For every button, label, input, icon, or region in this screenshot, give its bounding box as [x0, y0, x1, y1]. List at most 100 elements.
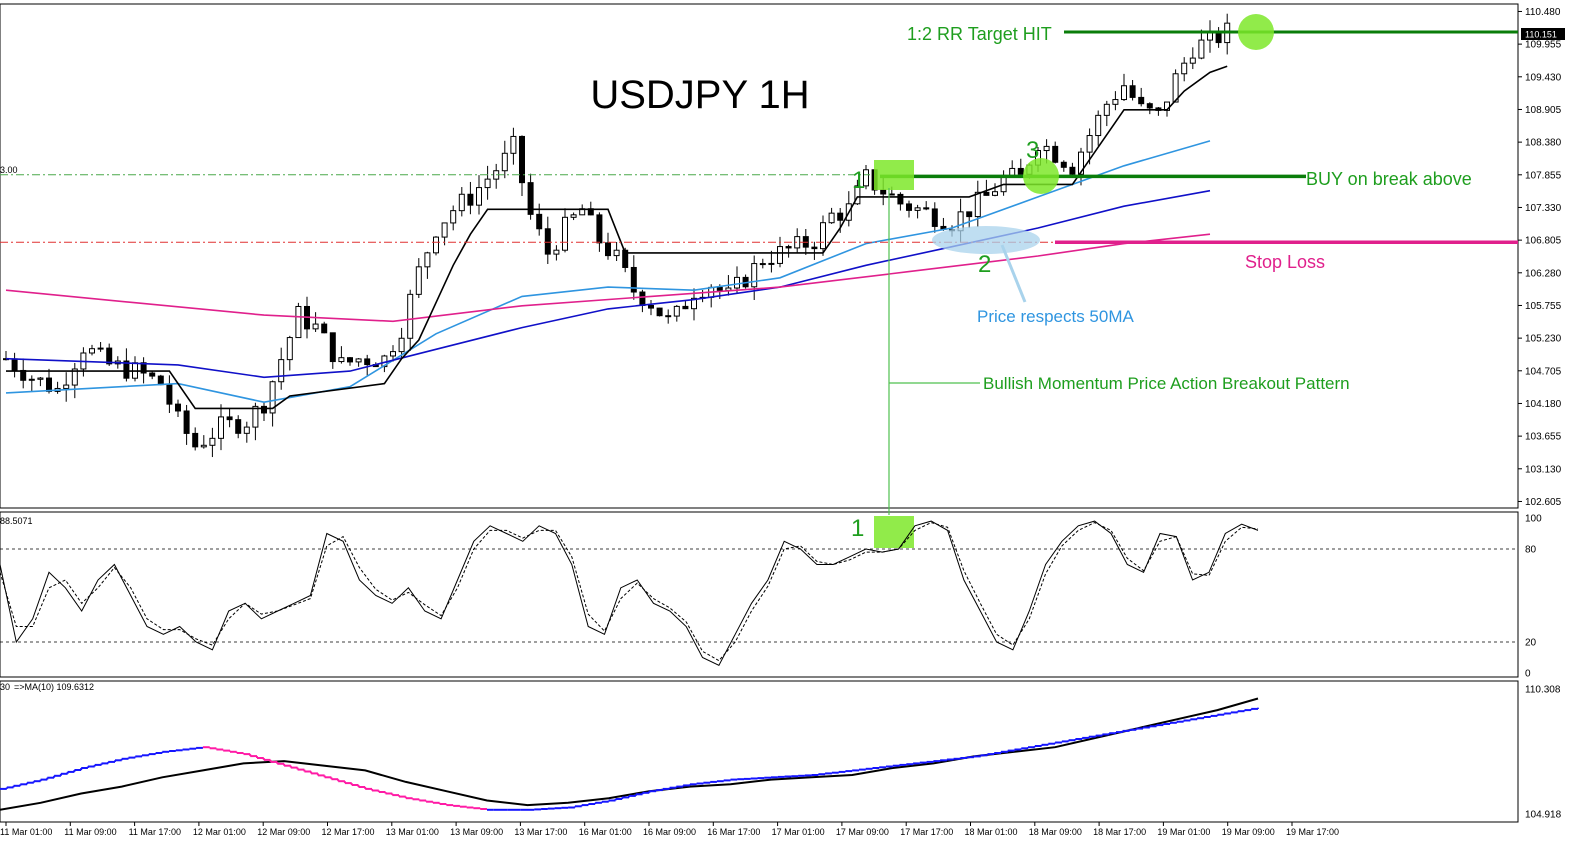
price-axis-label: 107.330 [1525, 203, 1562, 214]
point-2-label: 2 [978, 251, 991, 278]
candle-body [407, 293, 414, 339]
candle-body [914, 207, 921, 211]
candle-body [820, 222, 826, 250]
ma-note-pointer [1000, 244, 1027, 303]
candle-body [501, 152, 508, 172]
price-axis-label: 109.955 [1525, 40, 1562, 51]
candle-body [863, 169, 869, 187]
time-axis-label: 19 Mar 01:00 [1157, 827, 1210, 837]
candle-body [1103, 103, 1110, 116]
chart-title: USDJPY 1H [590, 73, 809, 117]
point-1-label: 1 [852, 167, 865, 194]
price-axis-label: 105.230 [1525, 334, 1562, 345]
candle-body [28, 378, 35, 381]
point-3-label: 3 [1026, 137, 1039, 164]
candle-body [880, 189, 887, 195]
candle-body [312, 323, 319, 330]
oscillator-axis-label: 100 [1525, 514, 1542, 525]
candle-body [20, 369, 27, 381]
time-axis-label: 11 Mar 09:00 [64, 827, 116, 837]
candle-body [355, 358, 362, 363]
candle-body [1138, 96, 1145, 105]
price-axis-label: 104.180 [1525, 399, 1562, 410]
candle-body [46, 377, 52, 392]
left-level-fragment: 3.00 [0, 165, 18, 175]
candle-body [140, 362, 147, 374]
candle-body [734, 276, 740, 289]
price-axis-label: 110.480 [1525, 7, 1561, 18]
candle-body [1017, 167, 1024, 175]
price-axis-label: 109.430 [1525, 72, 1562, 83]
candle-body [673, 305, 680, 317]
candle-body [1146, 103, 1153, 109]
candle-body [716, 286, 723, 291]
stop-loss-label: Stop Loss [1245, 252, 1325, 272]
candle-body [553, 249, 560, 255]
time-axis-label: 17 Mar 17:00 [900, 827, 953, 837]
candle-body [286, 337, 293, 361]
candle-body [544, 228, 551, 255]
candle-body [424, 252, 431, 268]
time-axis-label: 17 Mar 09:00 [836, 827, 889, 837]
time-axis-label: 13 Mar 09:00 [450, 827, 503, 837]
candle-body [295, 305, 302, 339]
lower-axis-label: 104.918 [1525, 810, 1562, 821]
point-1-highlight [874, 160, 914, 190]
candle-body [123, 360, 130, 379]
ma-touch-ellipse [932, 226, 1040, 254]
candle-body [226, 416, 233, 421]
lower-label-b: =>MA(10) 109.6312 [14, 682, 94, 692]
time-axis-label: 16 Mar 17:00 [707, 827, 760, 837]
candle-body [527, 182, 534, 215]
candle-body [338, 357, 345, 363]
time-axis-label: 19 Mar 17:00 [1286, 827, 1339, 837]
candle-body [166, 384, 173, 405]
ma-note-label: Price respects 50MA [977, 307, 1134, 326]
candle-body [37, 377, 44, 380]
candle-body [966, 211, 973, 218]
candle-body [605, 242, 611, 257]
trailing-stop-line [6, 65, 1228, 410]
time-axis-label: 12 Mar 09:00 [257, 827, 310, 837]
time-axis-label: 13 Mar 01:00 [386, 827, 439, 837]
candle-body [183, 410, 190, 434]
candle-body [175, 403, 181, 412]
candle-body [97, 347, 104, 350]
time-axis-label: 18 Mar 17:00 [1093, 827, 1146, 837]
candle-body [192, 432, 199, 448]
candle-body [519, 135, 525, 184]
oscillator-axis-label: 20 [1525, 638, 1537, 649]
candle-body [1095, 114, 1102, 137]
price-axis-label: 105.755 [1525, 301, 1562, 312]
candle-body [1069, 166, 1076, 175]
candle-body [768, 262, 775, 265]
price-axis-label: 107.855 [1525, 170, 1562, 181]
time-axis-label: 17 Mar 01:00 [772, 827, 825, 837]
current-price-box [1521, 28, 1565, 40]
price-axis-label: 103.655 [1525, 432, 1562, 443]
candle-body [149, 372, 156, 377]
candle-body [433, 236, 439, 254]
candle-body [854, 185, 861, 205]
lower-axis-label: 110.308 [1525, 685, 1561, 696]
osc-point-1-highlight [874, 516, 914, 548]
candle-body [828, 212, 835, 224]
oscillator-axis-label: 0 [1525, 669, 1531, 680]
candle-body [510, 135, 517, 154]
candle-body [467, 193, 474, 206]
osc-point-1-label: 1 [851, 515, 864, 542]
candle-body [11, 358, 18, 371]
candle-body [235, 419, 242, 434]
candle-body [785, 246, 792, 249]
candle-body [897, 193, 904, 205]
lower-pane-frame [0, 680, 1519, 823]
buy-label: BUY on break above [1306, 169, 1472, 189]
candle-body [1121, 85, 1127, 101]
candle-body [992, 191, 998, 196]
candle-body [811, 246, 818, 250]
price-axis-label: 108.380 [1525, 138, 1562, 149]
candle-body [209, 437, 216, 446]
candle-body [450, 210, 457, 224]
candle-body [613, 249, 620, 257]
